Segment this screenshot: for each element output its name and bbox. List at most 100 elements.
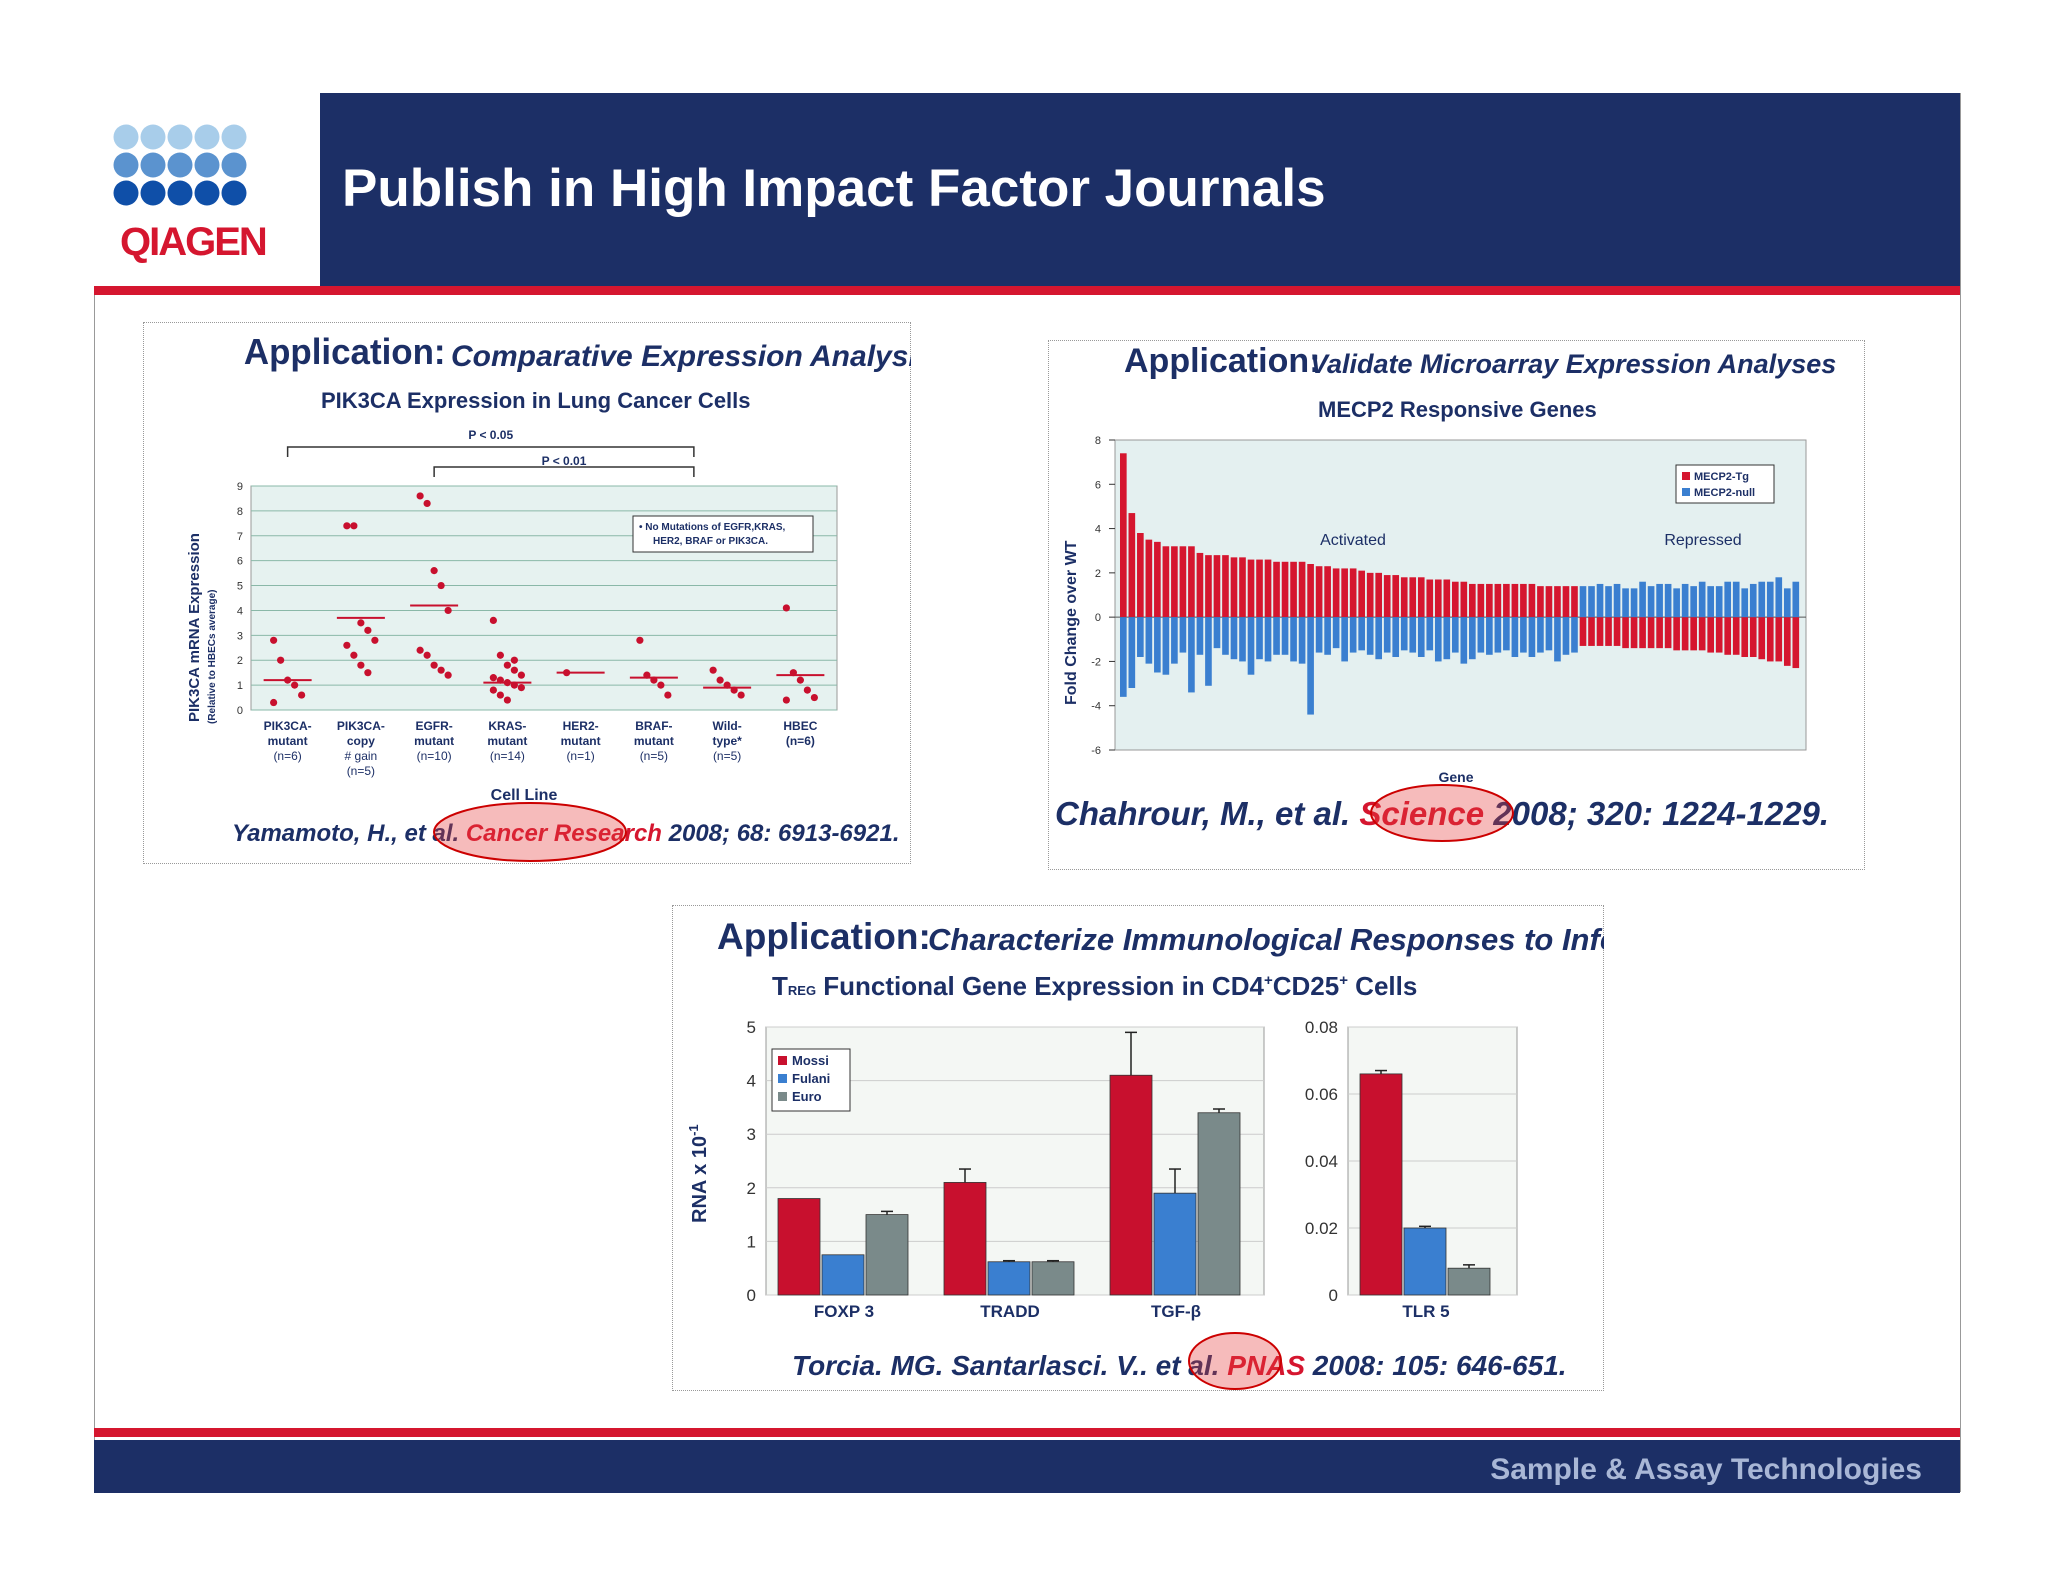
bar-2-0 <box>1179 546 1187 618</box>
data-point-1 <box>350 651 358 659</box>
bar-2-1 <box>1622 588 1629 618</box>
bar-3-2 <box>1031 1261 1075 1296</box>
footer-bar <box>94 1440 1960 1493</box>
bar-2-1 <box>1664 583 1672 618</box>
citation-1-authors: Yamamoto, H., et al. <box>232 820 460 847</box>
data-point-1 <box>657 681 665 689</box>
bar-2-1 <box>1451 617 1459 653</box>
bar-2-0 <box>1120 453 1127 618</box>
annotation-repressed: Repressed <box>1664 532 1741 549</box>
qiagen-logo-icon: QIAGEN <box>113 124 268 264</box>
legend-box-2 <box>1675 464 1775 504</box>
bar-2-1 <box>1417 617 1425 657</box>
bar-2-1 <box>1239 617 1246 662</box>
y-axis-label-1: PIK3CA mRNA Expression <box>186 533 203 722</box>
bar-2-1 <box>1758 581 1766 618</box>
bar-2-0 <box>1247 559 1255 618</box>
bar-2-1 <box>1673 588 1680 618</box>
legend-swatch-3 <box>778 1056 787 1065</box>
bar-2-1 <box>1205 617 1212 686</box>
bar-2-1 <box>1307 617 1314 715</box>
bar-2-1 <box>1137 617 1144 657</box>
data-point-1 <box>277 656 285 664</box>
x-tick-3: TGF-β <box>1151 1302 1201 1321</box>
bar-2-0 <box>1588 617 1595 646</box>
bar-2-0 <box>1783 617 1791 666</box>
bar-2-1 <box>1707 586 1715 618</box>
bar-2-0 <box>1256 559 1263 618</box>
x-tick-1: mutant <box>268 734 308 748</box>
highlight-oval-3 <box>1188 1332 1282 1390</box>
bar-2-1 <box>1545 617 1553 651</box>
bar-2-1 <box>1247 617 1255 675</box>
bar-2-0 <box>1222 555 1229 618</box>
legend-label-3: Mossi <box>792 1053 829 1068</box>
bar-2-0 <box>1571 586 1578 618</box>
bar-2-0 <box>1315 566 1323 618</box>
data-point-1 <box>782 604 790 612</box>
bar-2-1 <box>1783 588 1791 618</box>
data-point-1 <box>423 499 431 508</box>
bar-2-1 <box>1409 617 1417 653</box>
x-tick-1: type* <box>712 734 742 748</box>
logo-dot <box>221 124 247 150</box>
bar-2-1 <box>1375 617 1383 660</box>
chart-title-1: PIK3CA Expression in Lung Cancer Cells <box>321 388 751 413</box>
data-point-1 <box>503 661 511 669</box>
citation-1-ref: 2008; 68: 6913-6921. <box>668 820 900 847</box>
bar-2-0 <box>1562 586 1570 618</box>
chart-pik3ca: Application: Comparative Expression Anal… <box>186 332 911 804</box>
bar-2-0 <box>1239 557 1246 618</box>
y-tick-3: 2 <box>747 1179 756 1198</box>
bar-2-1 <box>1469 617 1476 660</box>
legend-label-2: MECP2-Tg <box>1694 471 1749 483</box>
bar-2-0 <box>1400 577 1408 618</box>
x-tick-1: HBEC <box>783 719 817 733</box>
y-tick-3b: 0.04 <box>1305 1152 1338 1171</box>
legend-swatch-3 <box>778 1074 787 1083</box>
data-point-1 <box>737 691 745 699</box>
bar-2-1 <box>1196 617 1204 655</box>
bar-2-1 <box>1188 617 1195 693</box>
bar-2-0 <box>1639 617 1646 649</box>
bar-2-0 <box>1307 564 1314 618</box>
x-tick-3: TRADD <box>980 1302 1040 1321</box>
logo-dot <box>140 152 166 178</box>
x-tick-1: (n=6) <box>273 749 301 763</box>
bar-2-0 <box>1630 617 1638 649</box>
bar-2-1 <box>1766 581 1774 618</box>
y-axis-label-3: RNA x 10-1 <box>686 1124 711 1223</box>
y-tick-2: 2 <box>1095 568 1101 580</box>
bar-2-0 <box>1188 546 1195 618</box>
data-point-1 <box>343 641 351 649</box>
bar-2-1 <box>1213 617 1221 649</box>
data-point-1 <box>357 661 365 669</box>
data-point-1 <box>444 671 452 679</box>
bar-2-1 <box>1537 617 1544 653</box>
logo-text: QIAGEN <box>120 220 266 264</box>
bar-2-0 <box>1664 617 1672 649</box>
bar-2-0 <box>1426 579 1434 618</box>
y-tick-1: 5 <box>237 581 243 593</box>
bar-2-1 <box>1366 617 1374 655</box>
x-tick-1: (n=5) <box>713 749 741 763</box>
x-tick-1: (n=5) <box>347 764 375 778</box>
legend-swatch-2 <box>1682 472 1690 480</box>
legend-swatch-3 <box>778 1092 787 1101</box>
citation-3-ref: 2008: 105: 646-651. <box>1312 1350 1567 1381</box>
bar-2-0 <box>1622 617 1629 649</box>
bar-2-0 <box>1647 617 1655 649</box>
data-point-1 <box>636 636 644 644</box>
bar-3-0 <box>943 1182 987 1296</box>
bar-2-1 <box>1571 617 1578 653</box>
x-tick-1: # gain <box>345 749 378 763</box>
y-tick-2: -2 <box>1091 656 1101 668</box>
y-axis-label-1b: (Relative to HBECs average) <box>207 590 218 725</box>
bar-3-2 <box>1197 1112 1241 1296</box>
bar-2-1 <box>1588 586 1595 618</box>
bar-2-0 <box>1281 561 1289 618</box>
bar-2-1 <box>1426 617 1434 651</box>
bar-2-1 <box>1128 617 1136 688</box>
y-tick-3: 3 <box>747 1125 756 1144</box>
bar-2-0 <box>1417 577 1425 618</box>
